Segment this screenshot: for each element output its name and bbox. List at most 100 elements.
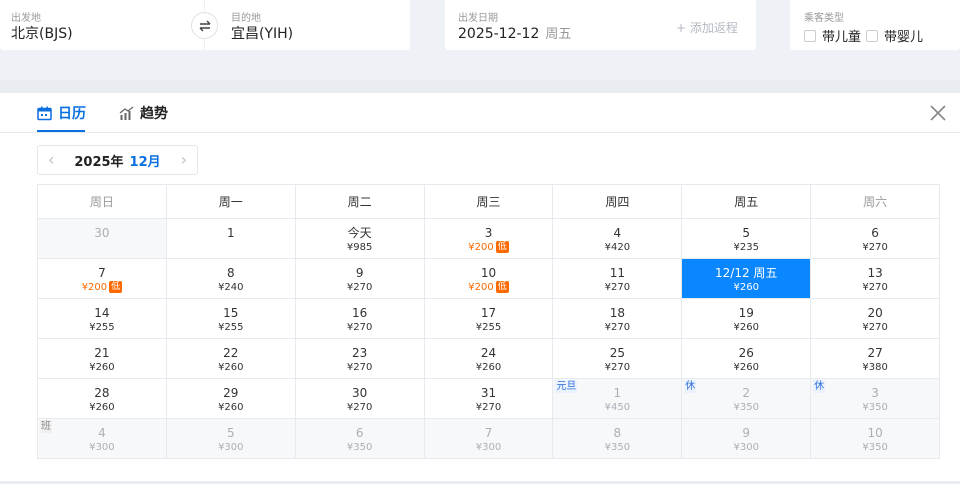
day-number: 5	[226, 426, 235, 440]
weekday-header-row: 周日 周一 周二 周三 周四 周五 周六	[38, 185, 941, 219]
day-number: 26	[738, 346, 754, 360]
calendar-day[interactable]: 24 ¥260	[424, 339, 554, 379]
day-price: ¥270	[862, 322, 888, 333]
calendar-day[interactable]: 31 ¥270	[424, 379, 554, 419]
calendar-day[interactable]: 25 ¥270	[553, 339, 683, 379]
day-price-row: ¥260	[38, 401, 166, 414]
holiday-tag: 休	[813, 380, 826, 393]
day-number: 9	[742, 426, 751, 440]
active-tab-indicator	[37, 130, 85, 132]
calendar-day[interactable]: 8 ¥240	[166, 259, 296, 299]
calendar-day[interactable]: 休 3 ¥350	[811, 379, 941, 419]
day-number: 23	[352, 346, 368, 360]
from-city-field[interactable]: 北京(BJS)	[11, 26, 73, 42]
day-price-row: ¥260	[682, 321, 810, 334]
day-price-row: ¥260	[167, 361, 295, 374]
day-price-row: ¥270	[811, 241, 939, 254]
checkbox-box	[866, 29, 878, 42]
calendar-day[interactable]: 13 ¥270	[811, 259, 941, 299]
weekday-header: 周五	[682, 185, 812, 219]
calendar-day[interactable]: 今天 ¥985	[295, 219, 425, 259]
day-number: 8	[226, 266, 235, 280]
calendar-day[interactable]: 18 ¥270	[553, 299, 683, 339]
day-number: 9	[355, 266, 364, 280]
day-price: ¥260	[733, 322, 759, 333]
day-price: ¥270	[604, 282, 631, 293]
day-price-row: ¥270	[553, 361, 681, 374]
calendar-day[interactable]: 6 ¥270	[811, 219, 941, 259]
calendar-day[interactable]: 15 ¥255	[166, 299, 296, 339]
calendar-day[interactable]: 班 4 ¥300	[38, 419, 167, 459]
with-child-checkbox[interactable]: 带儿童	[804, 26, 861, 45]
low-price-badge: 低	[495, 241, 509, 253]
calendar-day[interactable]: 20 ¥270	[811, 299, 941, 339]
calendar-day[interactable]: 17 ¥255	[424, 299, 554, 339]
calendar-day[interactable]: 9 ¥270	[295, 259, 425, 299]
tab-trend[interactable]: 趋势	[119, 103, 168, 123]
day-price-row: ¥300	[425, 441, 553, 454]
date-weekday: 周五	[545, 27, 572, 42]
day-number: 18	[609, 306, 625, 320]
calendar-day[interactable]: 3 ¥200 低	[424, 219, 554, 259]
day-price-row: ¥270	[296, 321, 424, 334]
day-number: 4	[98, 426, 106, 440]
prev-month-button[interactable]: ‹	[48, 150, 55, 169]
calendar-day[interactable]: 7 ¥300	[424, 419, 554, 459]
departure-date-field[interactable]: 2025-12-12 周五	[458, 23, 571, 42]
calendar-day[interactable]: 10 ¥200 低	[424, 259, 554, 299]
day-price: ¥260	[475, 362, 502, 373]
calendar-day[interactable]: 休 2 ¥350	[682, 379, 812, 419]
calendar-day[interactable]: 19 ¥260	[682, 299, 812, 339]
day-price-row: ¥240	[167, 281, 295, 294]
with-infant-checkbox[interactable]: 带婴儿	[866, 26, 923, 45]
calendar-day[interactable]: 14 ¥255	[38, 299, 167, 339]
calendar-day[interactable]: 30 ¥270	[295, 379, 425, 419]
view-tabs: 日历 趋势	[0, 93, 960, 133]
calendar-day[interactable]: 23 ¥270	[295, 339, 425, 379]
calendar-day[interactable]: 26 ¥260	[682, 339, 812, 379]
calendar-day[interactable]: 21 ¥260	[38, 339, 167, 379]
swap-cities-button[interactable]	[191, 12, 218, 39]
calendar-day[interactable]: 28 ¥260	[38, 379, 167, 419]
day-price-row: ¥350	[811, 441, 939, 454]
day-number: 10	[480, 266, 497, 280]
weekday-header: 周一	[166, 185, 296, 219]
calendar-day[interactable]: 6 ¥350	[295, 419, 425, 459]
day-price-row: ¥260	[682, 361, 810, 374]
calendar-day[interactable]: 10 ¥350	[811, 419, 941, 459]
add-return-button[interactable]: + 添加返程	[676, 21, 738, 35]
calendar-day[interactable]: 1	[166, 219, 296, 259]
day-price-row: ¥380	[811, 361, 939, 374]
calendar-grid: 周日 周一 周二 周三 周四 周五 周六 30 1 今天 ¥985 3 ¥200 低 4 ¥420 5 ¥235 6…	[37, 184, 941, 459]
calendar-day[interactable]: 27 ¥380	[811, 339, 941, 379]
calendar-day[interactable]: 7 ¥200 低	[38, 259, 167, 299]
weekday-header: 周三	[424, 185, 554, 219]
to-city-field[interactable]: 宜昌(YIH)	[231, 26, 294, 42]
day-price: ¥255	[89, 322, 115, 333]
close-icon[interactable]	[929, 104, 947, 122]
calendar-day[interactable]: 5 ¥300	[166, 419, 296, 459]
day-number: 8	[613, 426, 622, 440]
calendar-day[interactable]: 30	[38, 219, 167, 259]
calendar-day-selected[interactable]: 12/12 周五 ¥260	[682, 259, 812, 299]
day-price: ¥270	[346, 402, 373, 413]
calendar-day[interactable]: 11 ¥270	[553, 259, 683, 299]
day-number: 21	[94, 346, 110, 360]
calendar-day[interactable]: 元旦 1 ¥450	[553, 379, 683, 419]
calendar-day[interactable]: 22 ¥260	[166, 339, 296, 379]
tab-calendar[interactable]: 日历	[37, 103, 86, 123]
calendar-day[interactable]: 4 ¥420	[553, 219, 683, 259]
calendar-day[interactable]: 29 ¥260	[166, 379, 296, 419]
workday-tag: 班	[40, 420, 52, 433]
day-price: ¥235	[733, 242, 759, 253]
passenger-label: 乘客类型	[804, 13, 844, 24]
day-number: 11	[609, 266, 625, 280]
calendar-day[interactable]: 16 ¥270	[295, 299, 425, 339]
day-number: 31	[480, 386, 497, 400]
next-month-button[interactable]: ›	[180, 150, 187, 169]
calendar-day[interactable]: 8 ¥350	[553, 419, 683, 459]
calendar-day[interactable]: 9 ¥300	[682, 419, 812, 459]
day-number: 24	[480, 346, 497, 360]
swap-icon	[199, 20, 210, 31]
calendar-day[interactable]: 5 ¥235	[682, 219, 812, 259]
